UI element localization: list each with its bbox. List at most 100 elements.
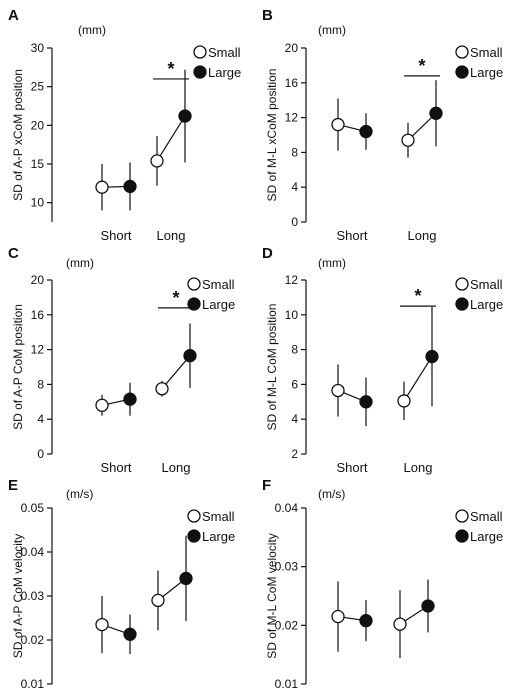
axis-unit: (m/s): [66, 487, 93, 501]
x-category-label: Short: [100, 460, 131, 475]
y-tick-label: 2: [291, 447, 298, 461]
significance-star: *: [167, 59, 174, 79]
y-tick-label: 30: [31, 41, 45, 55]
x-category-label: Long: [400, 690, 429, 692]
y-tick-label: 20: [31, 273, 45, 287]
x-category-label: Short: [336, 460, 367, 475]
data-point-small: [331, 609, 345, 624]
data-point-large: [425, 349, 439, 364]
legend-label: Large: [470, 65, 503, 80]
panel-letter: C: [8, 245, 19, 262]
data-point-large: [421, 599, 435, 613]
panel-letter: E: [8, 477, 18, 494]
y-tick-label: 25: [31, 80, 45, 94]
y-tick-label: 12: [285, 273, 299, 287]
y-axis-label: SD of M-L xCoM position: [265, 69, 279, 202]
data-point-large: [359, 613, 373, 628]
y-tick-label: 20: [31, 118, 45, 132]
y-tick-label: 20: [285, 41, 299, 55]
legend-marker-small: [455, 509, 469, 523]
y-tick-label: 8: [291, 145, 298, 159]
axis-unit: (m/s): [318, 487, 345, 501]
panel-c: C (mm) 0 4 8 12 16 20 SD of A-P CoM position Shor…: [8, 245, 235, 475]
legend-label: Small: [208, 45, 241, 60]
legend-marker-small: [193, 45, 207, 59]
x-category-label: Long: [408, 228, 437, 243]
data-point-small: [155, 382, 169, 396]
data-point-large: [179, 571, 193, 586]
y-tick-label: 15: [31, 157, 45, 171]
data-point-large: [183, 349, 197, 363]
data-point-large: [359, 395, 373, 409]
y-tick-label: 0.05: [21, 501, 45, 515]
panel-letter: B: [262, 7, 273, 24]
legend-marker-small: [187, 277, 201, 291]
axis-unit: (mm): [78, 23, 106, 37]
y-axis-label: SD of M-L CoM position: [265, 304, 279, 431]
y-tick-label: 0: [37, 447, 44, 461]
y-tick-label: 0.03: [21, 589, 45, 603]
y-tick-label: 8: [291, 343, 298, 357]
data-point-small: [393, 617, 407, 631]
axis-unit: (mm): [318, 23, 346, 37]
data-point-small: [150, 154, 164, 168]
panel-letter: F: [262, 477, 271, 494]
data-point-large: [123, 627, 137, 641]
y-axis-label: SD of A-P CoM velocity: [11, 534, 25, 659]
x-category-label: Long: [158, 690, 187, 692]
significance-star: *: [418, 56, 425, 76]
x-category-label: Short: [336, 228, 367, 243]
y-axis-label: SD of A-P xCoM position: [11, 69, 25, 201]
legend-label: Large: [202, 297, 235, 312]
y-tick-label: 16: [285, 76, 299, 90]
legend-label: Small: [202, 277, 235, 292]
y-tick-label: 0.03: [275, 560, 299, 574]
connector-line: [161, 355, 191, 390]
axis-unit: (mm): [318, 256, 346, 270]
legend-marker-large: [455, 529, 469, 543]
legend-label: Large: [202, 529, 235, 544]
data-point-small: [151, 593, 165, 608]
significance-star: *: [172, 288, 179, 308]
y-tick-label: 0.02: [21, 633, 45, 647]
data-point-large: [359, 124, 373, 139]
connector-line: [403, 356, 433, 402]
panel-letter: A: [8, 7, 19, 24]
legend-marker-large: [455, 297, 469, 311]
data-point-large: [123, 392, 137, 406]
legend-label: Large: [208, 65, 241, 80]
legend-marker-large: [187, 529, 201, 543]
data-point-small: [331, 383, 345, 398]
y-tick-label: 0: [291, 215, 298, 229]
legend-label: Large: [470, 529, 503, 544]
data-point-small: [95, 617, 109, 632]
y-tick-label: 4: [291, 412, 298, 426]
panel-e: E (m/s) 0.01 0.02 0.03 0.04 0.05 SD of A-P CoM …: [8, 477, 235, 692]
panel-letter: D: [262, 245, 273, 262]
y-tick-label: 6: [291, 377, 298, 391]
legend-label: Small: [470, 277, 503, 292]
panel-d: D (mm) 2 4 6 8 10 12 SD of M-L CoM position Short…: [262, 245, 503, 475]
x-category-label: Long: [404, 460, 433, 475]
data-point-large: [123, 179, 137, 194]
y-tick-label: 12: [31, 343, 45, 357]
y-tick-label: 4: [291, 180, 298, 194]
significance-star: *: [414, 286, 421, 306]
x-category-label: Long: [157, 228, 186, 243]
legend-label: Small: [202, 509, 235, 524]
x-category-label: Long: [162, 460, 191, 475]
y-tick-label: 12: [285, 111, 299, 125]
x-category-label: Short: [100, 690, 131, 692]
y-tick-label: 10: [285, 308, 299, 322]
axis-unit: (mm): [66, 256, 94, 270]
data-point-large: [429, 106, 443, 120]
legend-marker-small: [455, 277, 469, 291]
legend-marker-large: [193, 65, 207, 79]
legend-marker-small: [187, 509, 201, 523]
legend-label: Large: [470, 297, 503, 312]
connector-line: [156, 115, 186, 162]
data-point-large: [178, 109, 192, 123]
x-category-label: Short: [336, 690, 367, 692]
y-axis-label: SD of M-L CoM velocity: [265, 533, 279, 659]
legend-marker-large: [455, 65, 469, 79]
